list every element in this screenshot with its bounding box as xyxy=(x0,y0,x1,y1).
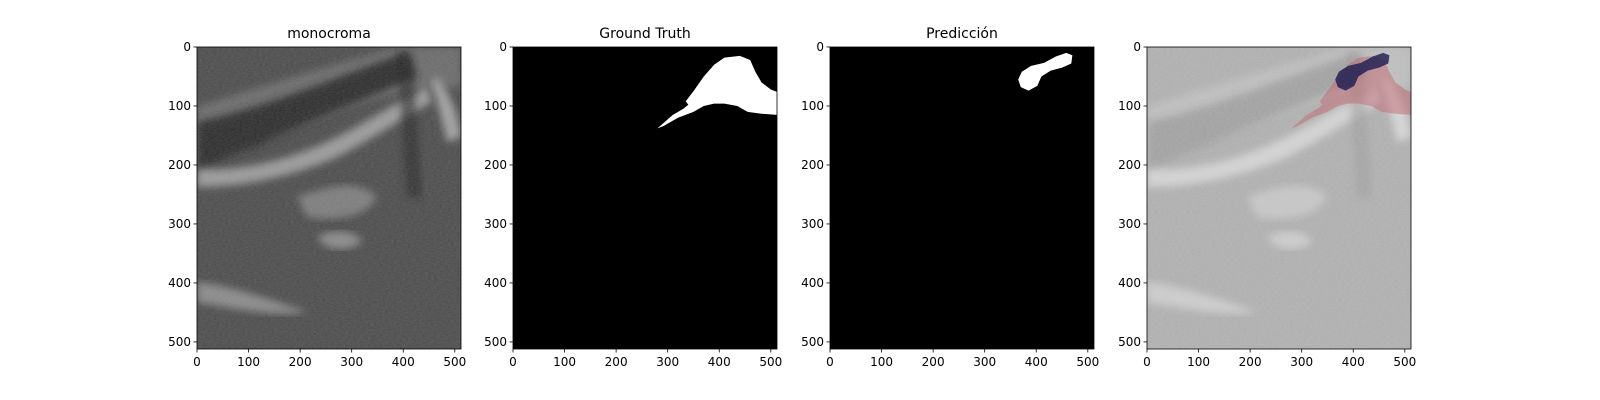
x-tick-label: 200 xyxy=(605,355,628,369)
x-tick-label: 0 xyxy=(509,355,517,369)
ultrasound xyxy=(197,47,461,349)
axes-frame xyxy=(196,46,462,350)
mask-region xyxy=(1018,52,1073,91)
y-tick-label: 200 xyxy=(168,158,191,172)
fade xyxy=(1147,47,1411,349)
y-tick-label: 500 xyxy=(484,335,507,349)
y-tick-label: 400 xyxy=(484,276,507,290)
y-tick-label: 500 xyxy=(168,335,191,349)
image xyxy=(1147,47,1411,349)
x-tick-label: 400 xyxy=(1342,355,1365,369)
y-tick-label: 400 xyxy=(801,276,824,290)
x-tick-label: 0 xyxy=(1143,355,1151,369)
y-tick-label: 500 xyxy=(801,335,824,349)
y-tick-label: 200 xyxy=(1118,158,1141,172)
x-tick-label: 300 xyxy=(656,355,679,369)
axes-frame xyxy=(512,46,778,350)
x-tick-label: 300 xyxy=(1290,355,1313,369)
x-tick-label: 100 xyxy=(1187,355,1210,369)
mask-background xyxy=(830,47,1094,349)
y-tick-label: 0 xyxy=(499,40,507,54)
prediction-overlay xyxy=(1335,52,1390,91)
x-tick-label: 100 xyxy=(870,355,893,369)
x-tick-label: 400 xyxy=(392,355,415,369)
x-tick-label: 100 xyxy=(237,355,260,369)
subplot-title: Ground Truth xyxy=(599,26,690,42)
mask-region xyxy=(657,55,777,129)
x-tick-label: 400 xyxy=(1025,355,1048,369)
x-tick-label: 500 xyxy=(759,355,782,369)
x-tick-label: 500 xyxy=(443,355,466,369)
image xyxy=(197,47,461,349)
subplot-title: Predicción xyxy=(926,26,998,42)
y-tick-label: 300 xyxy=(1118,217,1141,231)
y-tick-label: 100 xyxy=(168,99,191,113)
y-tick-label: 100 xyxy=(484,99,507,113)
y-tick-label: 200 xyxy=(484,158,507,172)
x-tick-label: 0 xyxy=(193,355,201,369)
y-tick-label: 200 xyxy=(801,158,824,172)
y-tick-label: 300 xyxy=(484,217,507,231)
y-tick-label: 100 xyxy=(801,99,824,113)
subplot-title: monocroma xyxy=(287,26,371,42)
y-tick-label: 400 xyxy=(168,276,191,290)
image xyxy=(513,47,777,349)
x-tick-label: 200 xyxy=(289,355,312,369)
axes-frame xyxy=(1146,46,1412,350)
y-tick-label: 500 xyxy=(1118,335,1141,349)
x-tick-label: 100 xyxy=(553,355,576,369)
x-tick-label: 0 xyxy=(826,355,834,369)
y-tick-label: 300 xyxy=(168,217,191,231)
x-tick-label: 500 xyxy=(1076,355,1099,369)
y-tick-label: 100 xyxy=(1118,99,1141,113)
x-tick-label: 300 xyxy=(340,355,363,369)
y-tick-label: 0 xyxy=(183,40,191,54)
y-tick-label: 0 xyxy=(816,40,824,54)
x-tick-label: 200 xyxy=(922,355,945,369)
x-tick-label: 400 xyxy=(708,355,731,369)
axes-frame xyxy=(829,46,1095,350)
ground-truth-overlay xyxy=(1291,55,1411,129)
y-tick-label: 0 xyxy=(1133,40,1141,54)
x-tick-label: 500 xyxy=(1393,355,1416,369)
y-tick-label: 400 xyxy=(1118,276,1141,290)
y-tick-label: 300 xyxy=(801,217,824,231)
image xyxy=(830,47,1094,349)
x-tick-label: 300 xyxy=(973,355,996,369)
x-tick-label: 200 xyxy=(1239,355,1262,369)
